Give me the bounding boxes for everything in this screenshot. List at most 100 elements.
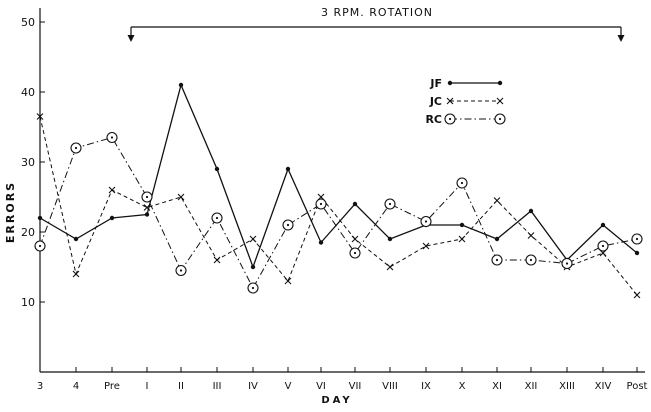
circle-marker-center xyxy=(74,146,78,150)
data-point xyxy=(175,264,187,277)
down-arrow-icon xyxy=(127,35,135,42)
x-tick-label: IX xyxy=(421,381,431,392)
x-tick-label: III xyxy=(213,381,222,392)
x-axis-label: DAY xyxy=(321,395,352,406)
data-point xyxy=(318,240,324,245)
x-tick-label: II xyxy=(178,381,184,392)
data-point xyxy=(597,240,609,252)
data-point xyxy=(458,235,466,243)
y-tick-label: 50 xyxy=(21,16,35,29)
x-marker-stroke xyxy=(446,97,454,105)
series-rc xyxy=(34,131,643,294)
rotation-annotation-label: 3 RPM. ROTATION xyxy=(321,6,433,19)
rotation-annotation xyxy=(127,26,625,42)
circle-marker-center xyxy=(495,258,499,262)
x-marker-stroke xyxy=(213,256,221,264)
x-marker-stroke xyxy=(351,235,359,243)
x-tick-label: X xyxy=(459,381,466,392)
data-point xyxy=(108,186,116,194)
data-point xyxy=(496,97,504,105)
x-marker-stroke xyxy=(386,263,394,271)
data-point xyxy=(143,204,151,211)
data-point xyxy=(631,233,643,245)
circle-marker-center xyxy=(388,202,392,206)
data-point xyxy=(282,219,294,231)
data-point xyxy=(144,212,150,217)
data-point xyxy=(213,256,221,264)
data-point xyxy=(177,193,185,201)
data-point xyxy=(456,177,468,189)
data-point xyxy=(214,166,220,172)
x-tick-label: 4 xyxy=(73,381,79,392)
x-marker-stroke xyxy=(527,232,535,239)
legend-item-jc: JC xyxy=(429,95,504,108)
x-tick-label: V xyxy=(285,381,292,392)
series-jc xyxy=(36,113,641,299)
y-axis-label: ERRORS xyxy=(4,181,17,243)
circle-marker-center xyxy=(635,237,639,241)
circle-marker-center xyxy=(319,202,323,206)
data-point xyxy=(497,80,503,86)
circle-marker-center xyxy=(424,220,428,223)
data-point xyxy=(70,142,82,154)
x-marker-stroke xyxy=(249,235,257,243)
data-point xyxy=(494,113,506,125)
data-point xyxy=(109,215,115,221)
series-jf xyxy=(37,82,640,270)
circle-marker-center xyxy=(460,181,464,185)
x-tick-label: 3 xyxy=(37,381,43,392)
data-point xyxy=(211,212,223,224)
x-marker-stroke xyxy=(422,242,430,250)
down-arrow-icon xyxy=(617,35,625,42)
circle-marker-center xyxy=(179,269,183,272)
data-point xyxy=(444,113,456,125)
y-tick-label: 30 xyxy=(21,156,35,169)
legend-label: RC xyxy=(425,113,442,126)
x-marker-stroke xyxy=(36,113,44,120)
data-point xyxy=(494,236,500,242)
data-point xyxy=(422,242,430,250)
circle-marker-center xyxy=(353,251,357,255)
legend-item-jf: JF xyxy=(429,77,503,90)
series-line xyxy=(39,136,638,290)
data-point xyxy=(37,215,43,221)
data-point xyxy=(600,222,606,228)
y-tick-label: 20 xyxy=(21,226,35,239)
series-layer xyxy=(34,82,643,299)
data-point xyxy=(285,166,291,172)
circle-marker-center xyxy=(565,262,569,265)
x-marker-stroke xyxy=(458,235,466,243)
circle-marker-center xyxy=(286,223,290,227)
x-marker-stroke xyxy=(177,193,185,201)
x-marker-stroke xyxy=(108,186,116,194)
x-marker-stroke xyxy=(633,291,641,299)
data-point xyxy=(633,291,641,299)
x-tick-label: VIII xyxy=(382,381,398,392)
data-point xyxy=(247,282,259,294)
data-point xyxy=(352,201,358,207)
data-point xyxy=(284,277,292,285)
x-tick-label: Pre xyxy=(104,381,120,392)
x-tick-label: VI xyxy=(316,381,326,392)
data-point xyxy=(491,254,503,266)
x-tick-label: XIII xyxy=(559,381,575,392)
x-tick-label: VII xyxy=(349,381,362,392)
data-point xyxy=(420,215,432,228)
circle-marker-center xyxy=(529,258,533,262)
x-tick-label: XIV xyxy=(595,381,612,392)
circle-marker-center xyxy=(448,117,452,121)
data-point xyxy=(446,97,454,105)
data-point xyxy=(447,80,453,86)
x-marker-stroke xyxy=(493,197,501,204)
x-tick-label: XII xyxy=(525,381,538,392)
data-point xyxy=(528,208,534,214)
data-point xyxy=(386,263,394,271)
data-point xyxy=(106,131,118,144)
legend-label: JC xyxy=(429,95,442,108)
x-marker-stroke xyxy=(143,204,151,211)
data-point xyxy=(249,235,257,243)
x-tick-label: IV xyxy=(248,381,258,392)
data-point xyxy=(459,222,465,228)
